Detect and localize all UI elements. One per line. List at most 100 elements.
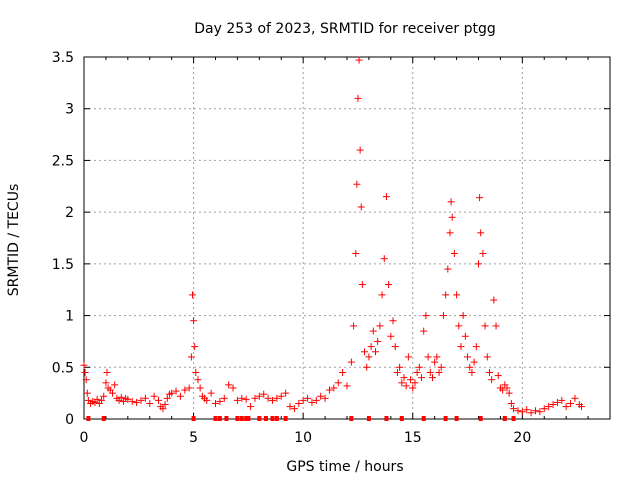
data-point — [505, 389, 513, 397]
y-tick-label: 1 — [65, 309, 74, 325]
data-point — [393, 368, 401, 376]
data-point — [439, 312, 447, 320]
chart-title: Day 253 of 2023, SRMTID for receiver ptg… — [194, 21, 496, 37]
y-tick-label: 3.5 — [52, 50, 74, 66]
baseline-marker — [274, 416, 279, 421]
baseline-marker — [86, 416, 91, 421]
baseline-marker — [283, 416, 288, 421]
data-point — [137, 396, 145, 404]
data-point — [578, 403, 586, 411]
data-point — [523, 406, 531, 414]
y-tick-label: 3 — [65, 102, 74, 118]
data-point — [353, 180, 361, 188]
data-point — [433, 353, 441, 361]
baseline-marker — [511, 416, 516, 421]
data-point — [476, 194, 484, 202]
data-point — [553, 398, 561, 406]
data-point — [378, 291, 386, 299]
baseline-marker — [239, 416, 244, 421]
data-point — [424, 353, 432, 361]
data-point — [431, 358, 439, 366]
data-point — [312, 396, 320, 404]
data-point — [194, 376, 202, 384]
data-point — [477, 229, 485, 237]
data-point — [163, 394, 171, 402]
data-point — [98, 396, 106, 404]
baseline-marker — [502, 416, 507, 421]
data-point — [290, 405, 298, 413]
data-point — [260, 390, 268, 398]
data-point — [571, 394, 579, 402]
data-point — [196, 384, 204, 392]
baseline-marker — [217, 416, 222, 421]
data-point — [558, 396, 566, 404]
x-tick-label: 0 — [80, 430, 89, 446]
data-point — [472, 343, 480, 351]
baseline-marker — [421, 416, 426, 421]
data-point — [321, 394, 329, 402]
data-point — [380, 255, 388, 263]
data-point — [400, 374, 408, 382]
data-point — [409, 384, 417, 392]
data-point — [485, 368, 493, 376]
data-point — [212, 399, 219, 407]
data-point — [387, 332, 395, 340]
baseline-marker — [246, 416, 251, 421]
data-point — [216, 397, 224, 405]
data-point — [371, 348, 379, 356]
baseline-marker — [366, 416, 371, 421]
data-point — [448, 213, 456, 221]
data-point — [343, 382, 351, 390]
data-point — [389, 317, 397, 325]
data-point — [150, 392, 158, 400]
data-point — [464, 353, 472, 361]
data-point — [413, 368, 421, 376]
data-point — [325, 386, 333, 394]
data-point — [100, 392, 108, 400]
plot-frame — [83, 56, 611, 420]
data-point — [108, 389, 116, 397]
data-point — [255, 392, 263, 400]
data-point — [391, 343, 399, 351]
data-point — [117, 393, 125, 401]
data-point — [398, 379, 406, 387]
data-point — [363, 363, 371, 371]
data-point — [459, 312, 467, 320]
baseline-marker — [244, 416, 249, 421]
baseline-marker — [454, 416, 459, 421]
data-point — [80, 361, 88, 369]
baseline-marker — [101, 416, 106, 421]
data-point — [518, 408, 526, 416]
data-point — [490, 296, 498, 304]
x-tick-label: 5 — [189, 430, 198, 446]
data-point — [444, 265, 452, 273]
data-point — [82, 376, 90, 384]
data-point — [447, 198, 455, 206]
baseline-marker — [235, 416, 240, 421]
data-point — [203, 396, 211, 404]
data-point — [503, 384, 511, 392]
data-point — [361, 348, 369, 356]
data-point — [418, 374, 426, 382]
data-point — [304, 394, 312, 402]
data-point — [176, 392, 184, 400]
data-point — [435, 368, 443, 376]
data-point — [238, 394, 246, 402]
gridlines — [84, 57, 610, 419]
data-point — [188, 291, 196, 299]
baseline-marker — [349, 416, 354, 421]
data-point — [247, 403, 255, 411]
data-point — [242, 395, 250, 403]
data-point — [308, 398, 316, 406]
data-point — [192, 368, 200, 376]
baseline-marker — [257, 416, 262, 421]
data-point — [466, 363, 474, 371]
data-point — [407, 376, 415, 384]
data-point — [545, 403, 553, 411]
data-point — [357, 203, 365, 211]
x-axis-label: GPS time / hours — [286, 459, 403, 475]
data-point — [415, 363, 423, 371]
data-point — [422, 312, 430, 320]
data-point — [442, 291, 450, 299]
